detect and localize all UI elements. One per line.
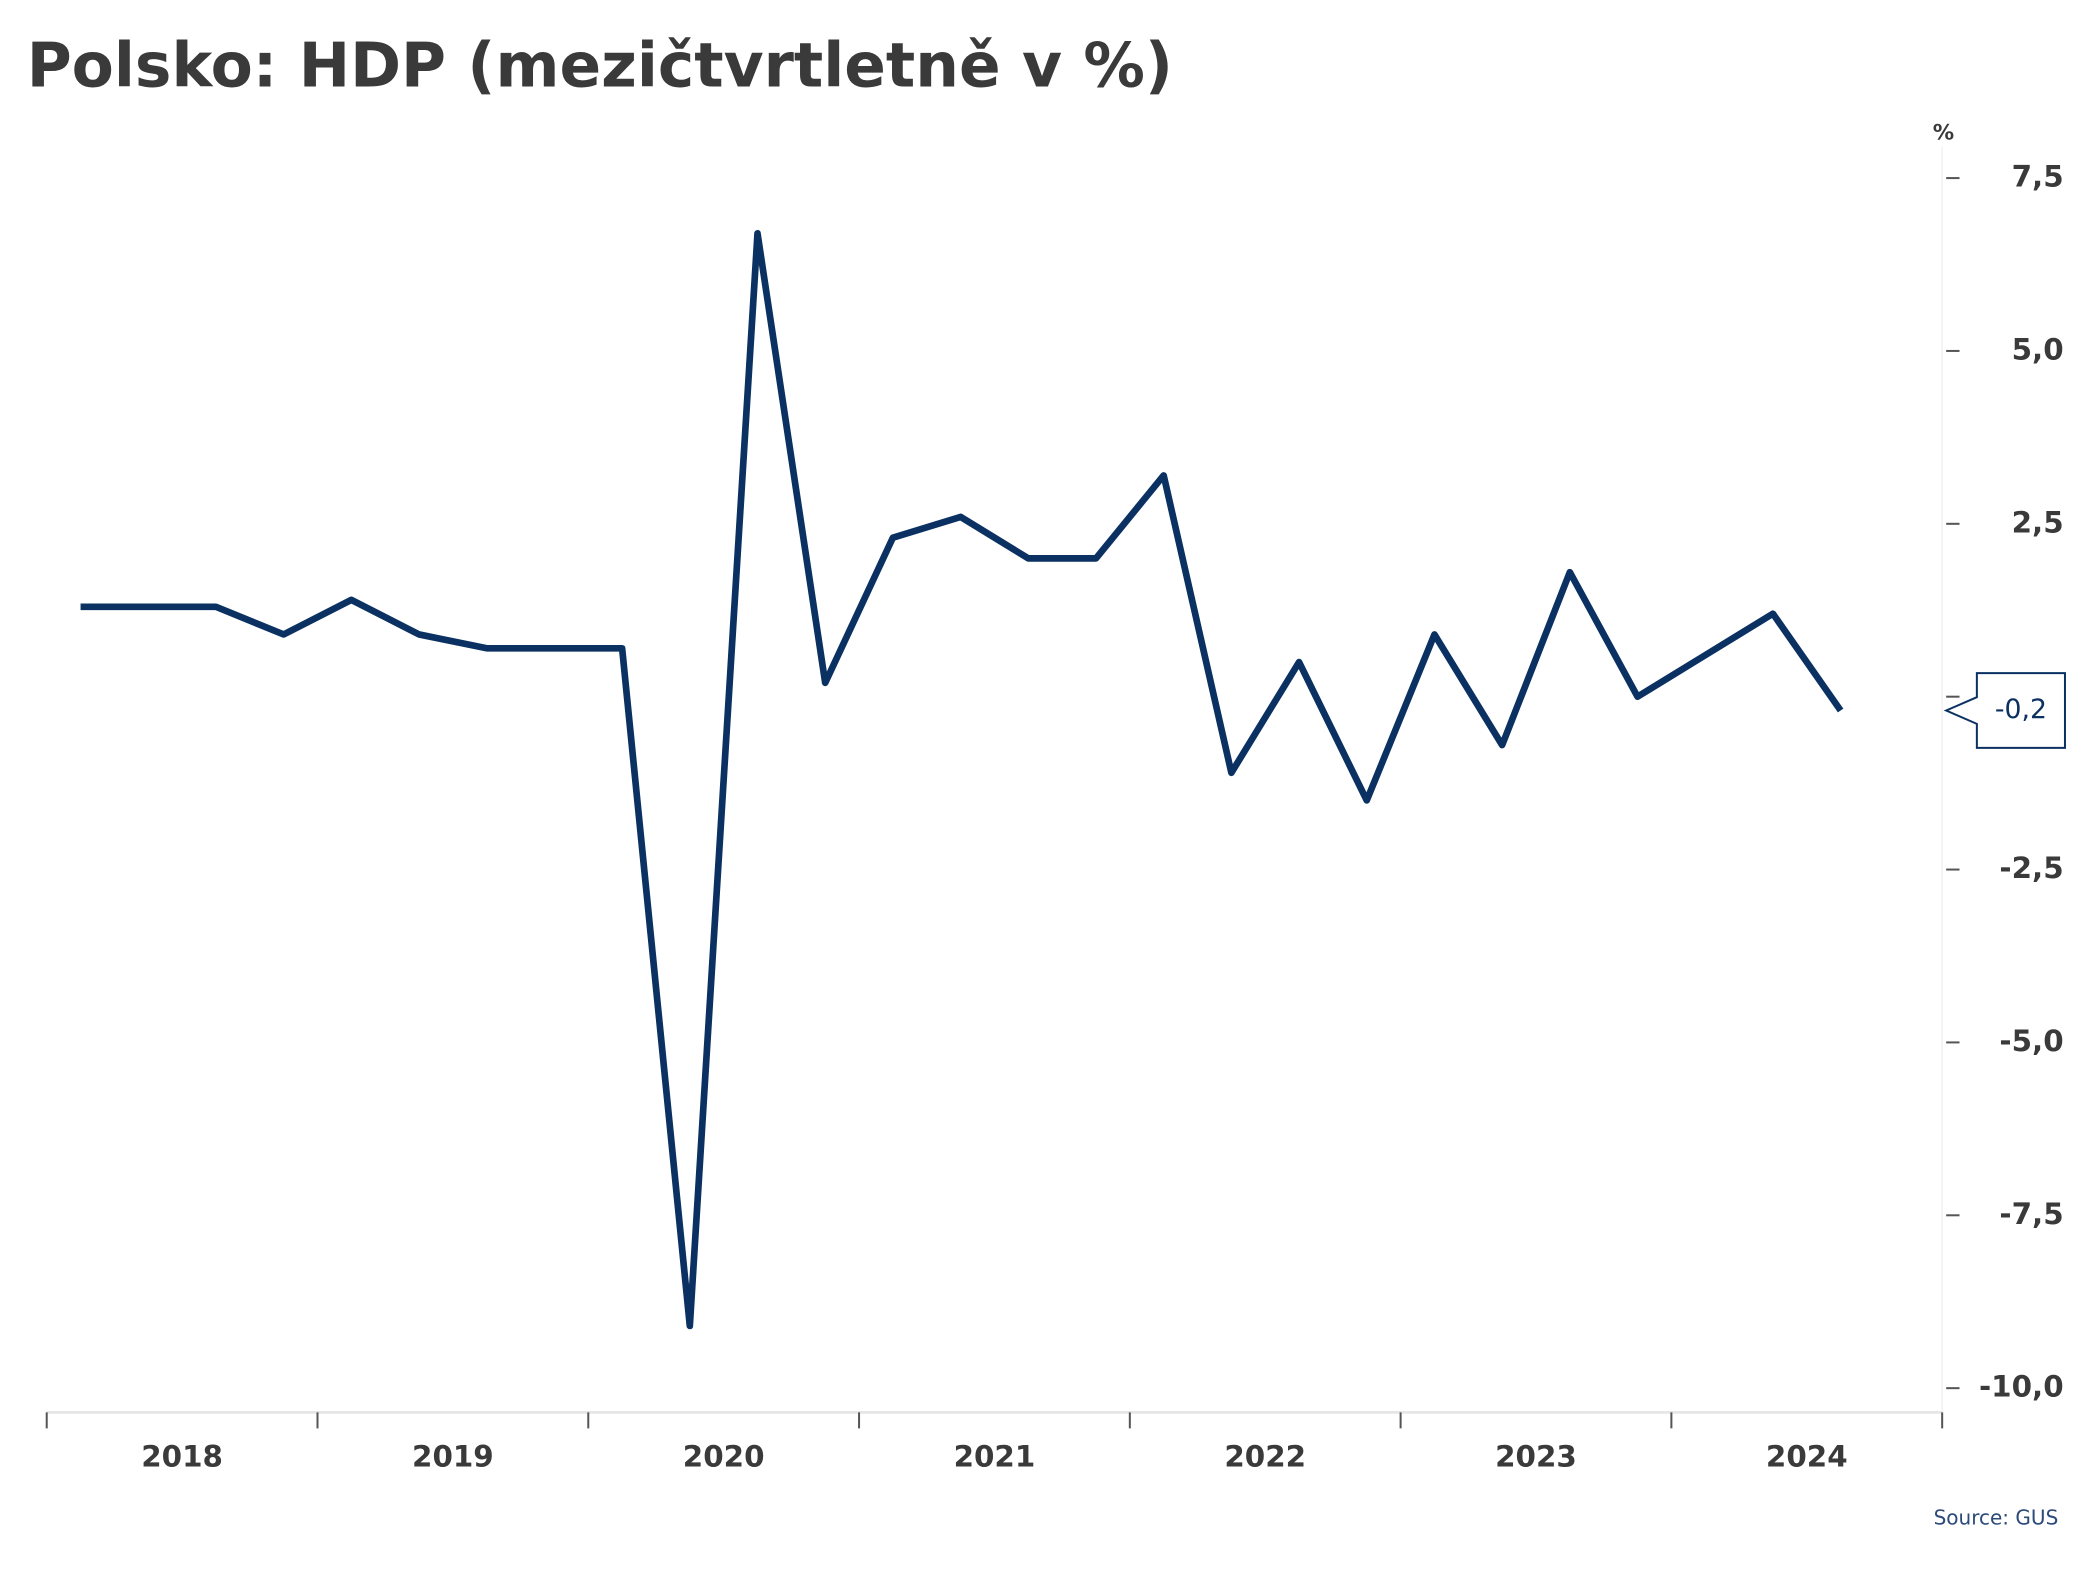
source: Source: GUS bbox=[1934, 1506, 2059, 1530]
x-tick-label: 2024 bbox=[1766, 1439, 1848, 1473]
x-tick-label: 2023 bbox=[1495, 1439, 1577, 1473]
series-line bbox=[80, 230, 1844, 1330]
value-callout bbox=[1943, 672, 2066, 749]
y-tick-label: 7,5 bbox=[2012, 160, 2064, 194]
y-tick-label: 5,0 bbox=[2012, 332, 2064, 366]
x-tick-label: 2019 bbox=[412, 1439, 494, 1473]
value-label: -0,2 bbox=[1995, 694, 2047, 725]
y-tick-label: -5,0 bbox=[1999, 1024, 2063, 1058]
chart-title: Polsko: HDP (mezičtvrtletně v %) bbox=[27, 31, 1173, 102]
y-unit: % bbox=[1933, 121, 1954, 146]
x-tick-label: 2022 bbox=[1224, 1439, 1306, 1473]
x-tick-label: 2018 bbox=[141, 1439, 223, 1473]
y-tick-label: -2,5 bbox=[1999, 851, 2063, 885]
y-tick-label: 2,5 bbox=[2012, 505, 2064, 539]
x-tick-label: 2021 bbox=[954, 1439, 1036, 1473]
x-tick-label: 2020 bbox=[683, 1439, 765, 1473]
y-tick-label: -10,0 bbox=[1979, 1370, 2064, 1404]
y-tick-label: -7,5 bbox=[1999, 1197, 2063, 1231]
